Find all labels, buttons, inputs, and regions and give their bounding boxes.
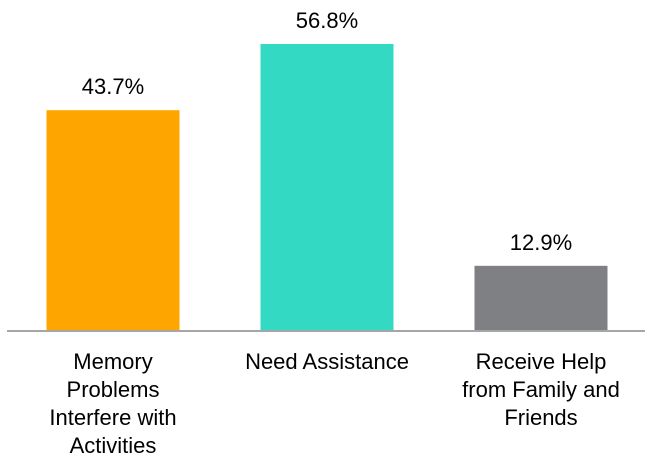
category-label-2-line-0: Receive Help [476, 349, 607, 374]
category-labels-group: Memory Problems Interfere with Activities Ne… [49, 349, 619, 458]
bar-1 [260, 44, 394, 331]
category-label-0: Memory Problems Interfere with Activities [49, 349, 176, 458]
category-label-2: Receive Help from Family and Friends [462, 349, 620, 430]
category-label-1: Need Assistance [245, 349, 409, 374]
category-label-2-line-1: from Family and [462, 377, 620, 402]
data-label-1: 56.8% [296, 8, 358, 33]
category-label-0-line-1: Problems [67, 377, 160, 402]
category-label-1-line-0: Need Assistance [245, 349, 409, 374]
bar-2 [474, 265, 608, 331]
data-label-2: 12.9% [510, 230, 572, 255]
category-label-0-line-2: Interfere with [49, 405, 176, 430]
category-label-0-line-3: Activities [70, 433, 157, 458]
bar-0 [46, 110, 180, 332]
category-label-2-line-2: Friends [504, 405, 577, 430]
data-labels-group: 43.7% 56.8% 12.9% [82, 8, 572, 255]
category-label-0-line-0: Memory [73, 349, 152, 374]
bars-group [46, 44, 608, 332]
data-label-0: 43.7% [82, 74, 144, 99]
